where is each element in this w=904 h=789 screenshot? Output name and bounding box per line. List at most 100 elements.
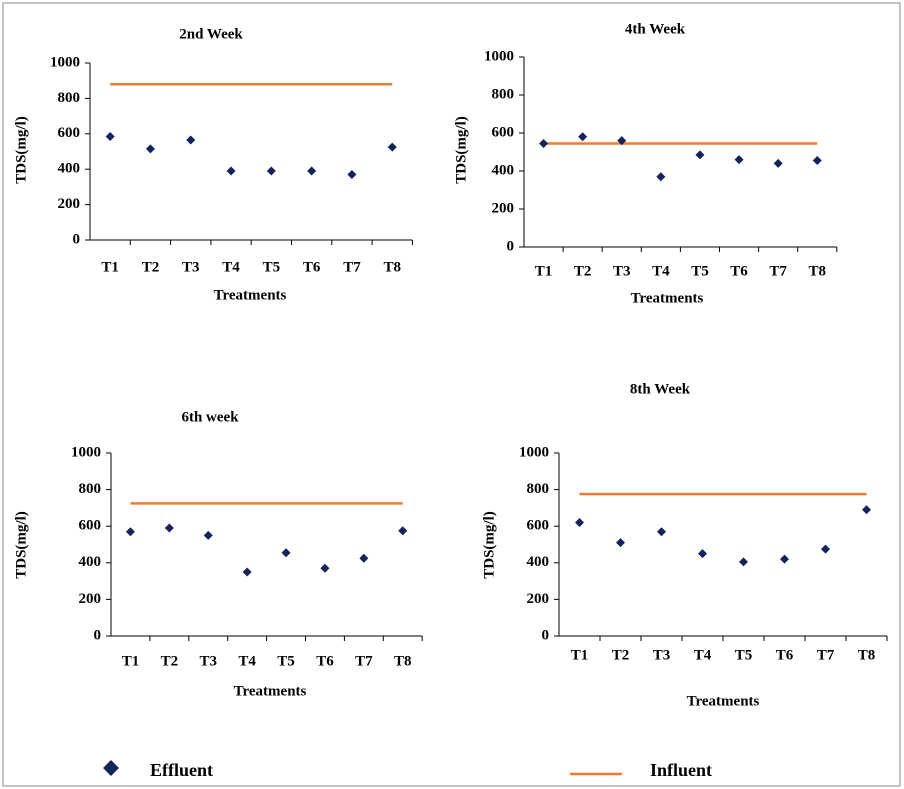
legend-label: Effluent — [150, 760, 213, 780]
x-tick-label: T8 — [394, 653, 412, 669]
x-axis-label: Treatments — [687, 693, 760, 709]
chart-title: 2nd Week — [179, 26, 243, 42]
y-tick-label: 400 — [79, 554, 102, 570]
chart-title: 8th Week — [630, 381, 691, 397]
x-tick-label: T6 — [303, 259, 321, 275]
x-tick-label: T7 — [343, 259, 361, 275]
y-tick-label: 800 — [492, 86, 515, 102]
y-tick-label: 1000 — [50, 54, 80, 70]
y-tick-label: 1000 — [484, 48, 514, 64]
y-tick-label: 1000 — [71, 444, 101, 460]
effluent-point — [145, 144, 155, 154]
x-tick-label: T6 — [730, 263, 748, 279]
x-tick-label: T2 — [161, 653, 179, 669]
x-tick-label: T8 — [808, 263, 826, 279]
effluent-point — [105, 131, 115, 141]
chart-title: 6th week — [181, 409, 239, 425]
x-tick-label: T2 — [612, 647, 630, 663]
effluent-point — [307, 166, 317, 176]
x-tick-label: T7 — [817, 647, 835, 663]
effluent-point — [125, 527, 135, 537]
effluent-point — [359, 553, 369, 563]
y-tick-label: 0 — [542, 627, 550, 643]
x-tick-label: T3 — [199, 653, 217, 669]
effluent-point — [698, 549, 707, 559]
y-axis-label: TDS(mg/l) — [453, 116, 469, 184]
x-tick-label: T6 — [776, 647, 794, 663]
effluent-point — [539, 138, 549, 148]
y-tick-label: 0 — [507, 238, 515, 254]
effluent-point — [266, 166, 276, 176]
x-tick-label: T3 — [653, 647, 671, 663]
x-tick-label: T5 — [263, 259, 281, 275]
x-tick-label: T5 — [691, 263, 709, 279]
x-axis-label: Treatments — [631, 290, 704, 306]
x-tick-label: T5 — [277, 653, 295, 669]
x-tick-label: T4 — [238, 653, 256, 669]
y-tick-label: 600 — [58, 125, 81, 141]
legend-marker — [103, 760, 119, 776]
effluent-point — [780, 554, 789, 564]
x-axis-label: Treatments — [234, 683, 307, 699]
x-tick-label: T4 — [652, 263, 670, 279]
x-tick-label: T3 — [182, 259, 200, 275]
y-tick-label: 600 — [527, 518, 550, 534]
x-tick-label: T1 — [535, 263, 553, 279]
effluent-point — [656, 172, 666, 182]
effluent-point — [164, 523, 174, 533]
x-tick-label: T1 — [101, 259, 119, 275]
x-tick-label: T8 — [383, 259, 401, 275]
effluent-point — [281, 548, 291, 558]
y-tick-label: 800 — [79, 481, 102, 497]
effluent-point — [617, 136, 627, 146]
y-tick-label: 200 — [527, 591, 550, 607]
effluent-point — [862, 505, 871, 515]
effluent-point — [578, 132, 588, 142]
y-axis-label: TDS(mg/l) — [481, 511, 497, 579]
x-tick-label: T1 — [571, 647, 589, 663]
legend-label: Influent — [650, 760, 712, 780]
effluent-point — [203, 530, 213, 540]
y-tick-label: 800 — [527, 481, 550, 497]
effluent-point — [821, 544, 830, 554]
y-tick-label: 200 — [79, 591, 102, 607]
effluent-point — [242, 567, 252, 577]
effluent-point — [734, 155, 744, 165]
y-tick-label: 0 — [94, 627, 102, 643]
effluent-point — [616, 538, 625, 548]
x-tick-label: T8 — [858, 647, 876, 663]
x-axis-label: Treatments — [214, 287, 287, 303]
effluent-point — [226, 166, 236, 176]
effluent-point — [695, 150, 705, 160]
y-axis-label: TDS(mg/l) — [13, 511, 29, 579]
y-tick-label: 1000 — [519, 444, 549, 460]
effluent-point — [347, 170, 357, 180]
effluent-point — [575, 518, 584, 528]
effluent-point — [320, 563, 330, 573]
x-tick-label: T2 — [574, 263, 592, 279]
x-tick-label: T6 — [316, 653, 334, 669]
y-tick-label: 400 — [527, 554, 550, 570]
x-tick-label: T4 — [694, 647, 712, 663]
y-axis-label: TDS(mg/l) — [13, 116, 29, 184]
effluent-point — [739, 557, 748, 567]
effluent-point — [657, 527, 666, 537]
x-tick-label: T7 — [355, 653, 373, 669]
effluent-point — [186, 135, 196, 145]
effluent-point — [812, 156, 822, 166]
effluent-point — [773, 158, 783, 168]
x-tick-label: T3 — [613, 263, 631, 279]
y-tick-label: 0 — [73, 231, 81, 247]
x-tick-label: T5 — [735, 647, 753, 663]
y-tick-label: 400 — [58, 161, 81, 177]
y-tick-label: 600 — [492, 124, 515, 140]
y-tick-label: 400 — [492, 162, 515, 178]
effluent-point — [398, 526, 408, 536]
y-tick-label: 800 — [58, 90, 81, 106]
chart-title: 4th Week — [625, 21, 686, 37]
y-tick-label: 600 — [79, 518, 102, 534]
x-tick-label: T2 — [142, 259, 160, 275]
effluent-point — [387, 142, 397, 152]
